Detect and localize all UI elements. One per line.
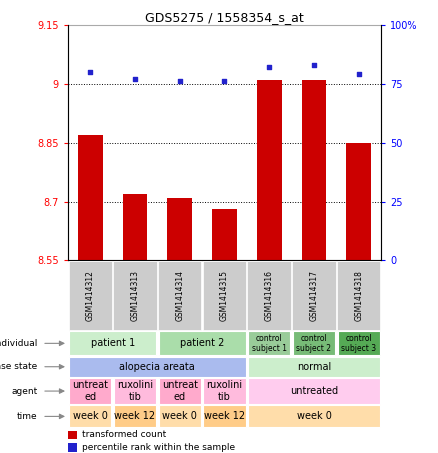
Text: week 0: week 0 [73,411,108,421]
Text: patient 1: patient 1 [91,338,135,348]
Text: ruxolini
tib: ruxolini tib [206,380,243,402]
Text: week 0: week 0 [297,411,332,421]
Text: disease state: disease state [0,362,37,371]
Text: ruxolini
tib: ruxolini tib [117,380,153,402]
FancyBboxPatch shape [247,261,291,330]
Bar [338,332,380,355]
Text: control
subject 2: control subject 2 [297,334,332,353]
Point [355,71,362,78]
Text: percentile rank within the sample: percentile rank within the sample [82,443,235,452]
Bar [257,80,282,260]
Bar [248,405,380,427]
FancyBboxPatch shape [68,261,112,330]
Bar [248,332,290,355]
Text: week 12: week 12 [204,411,245,421]
Text: untreated: untreated [290,386,338,396]
Bar [69,378,111,404]
Point [311,61,318,68]
Bar [302,80,326,260]
Bar [203,405,246,427]
Text: normal: normal [297,362,331,372]
Point [176,78,183,85]
Text: GSM1414314: GSM1414314 [175,270,184,321]
Bar [114,378,156,404]
Text: time: time [17,412,37,421]
Bar [346,143,371,260]
Text: week 0: week 0 [162,411,197,421]
Text: individual: individual [0,339,37,348]
Bar [212,209,237,260]
Text: week 12: week 12 [114,411,155,421]
Bar [248,357,380,377]
Bar [167,198,192,260]
Text: control
subject 3: control subject 3 [341,334,376,353]
Bar [293,332,335,355]
FancyBboxPatch shape [337,261,381,330]
Text: transformed count: transformed count [82,430,166,439]
Bar [68,443,77,452]
Text: GSM1414315: GSM1414315 [220,270,229,321]
FancyBboxPatch shape [203,261,246,330]
Text: alopecia areata: alopecia areata [120,362,195,372]
Point [87,68,94,76]
Text: GSM1414312: GSM1414312 [86,270,95,321]
Point [221,78,228,85]
FancyBboxPatch shape [158,261,201,330]
FancyBboxPatch shape [292,261,336,330]
Bar [69,332,156,355]
Text: GSM1414313: GSM1414313 [131,270,139,321]
Bar [203,378,246,404]
Text: untreat
ed: untreat ed [72,380,108,402]
Title: GDS5275 / 1558354_s_at: GDS5275 / 1558354_s_at [145,11,304,24]
Bar [248,378,380,404]
Bar [68,430,77,439]
Bar [159,332,246,355]
FancyBboxPatch shape [113,261,157,330]
Bar [69,405,111,427]
Text: GSM1414318: GSM1414318 [354,270,363,321]
Bar [78,135,102,260]
Text: GSM1414317: GSM1414317 [310,270,318,321]
Bar [114,405,156,427]
Bar [69,357,246,377]
Bar [159,378,201,404]
Text: untreat
ed: untreat ed [162,380,198,402]
Text: GSM1414316: GSM1414316 [265,270,274,321]
Point [131,76,138,83]
Text: control
subject 1: control subject 1 [252,334,287,353]
Text: patient 2: patient 2 [180,338,224,348]
Text: agent: agent [11,386,37,395]
Point [266,64,273,71]
Bar [159,405,201,427]
Bar [123,194,147,260]
